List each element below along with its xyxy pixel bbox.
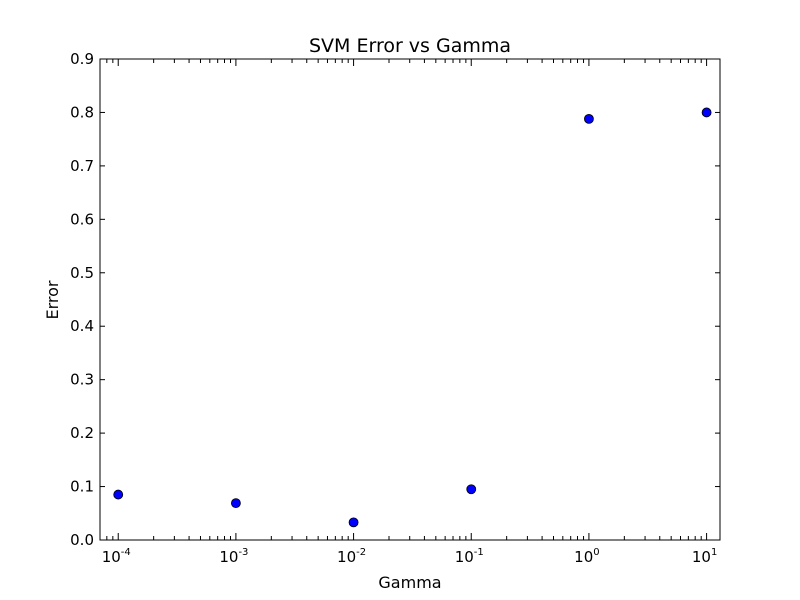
data-point (113, 489, 124, 500)
x-tick-label: 10-4 (102, 547, 131, 566)
data-point (584, 113, 594, 124)
y-tick-label: 0.1 (70, 478, 94, 496)
x-tick-label: 101 (692, 547, 717, 566)
x-tick-label: 10-3 (219, 547, 248, 566)
chart-title: SVM Error vs Gamma (309, 35, 511, 57)
data-point (701, 107, 712, 118)
x-tick-label: 10-2 (337, 547, 366, 566)
y-tick-label: 0.0 (70, 531, 94, 549)
y-tick-label: 0.8 (70, 103, 94, 121)
x-tick-label: 10-1 (455, 547, 484, 566)
data-point (466, 484, 477, 495)
y-tick-label: 0.2 (70, 424, 94, 442)
data-point (348, 517, 359, 528)
y-tick-label: 0.6 (70, 210, 94, 228)
y-tick-label: 0.9 (70, 50, 94, 68)
y-axis-label: Error (43, 280, 62, 319)
y-tick-label: 0.4 (70, 317, 94, 335)
data-point (231, 498, 241, 509)
x-tick-label: 100 (574, 547, 599, 566)
plot-area: 0.0 0.1 0.2 0.3 0.4 0.5 0.6 0.7 0.8 0.9 10-4 10-3 10… (70, 50, 721, 566)
y-tick-label: 0.5 (70, 264, 94, 282)
y-tick-label: 0.3 (70, 371, 94, 389)
x-axis-label: Gamma (378, 573, 441, 592)
y-tick-label: 0.7 (70, 157, 94, 175)
